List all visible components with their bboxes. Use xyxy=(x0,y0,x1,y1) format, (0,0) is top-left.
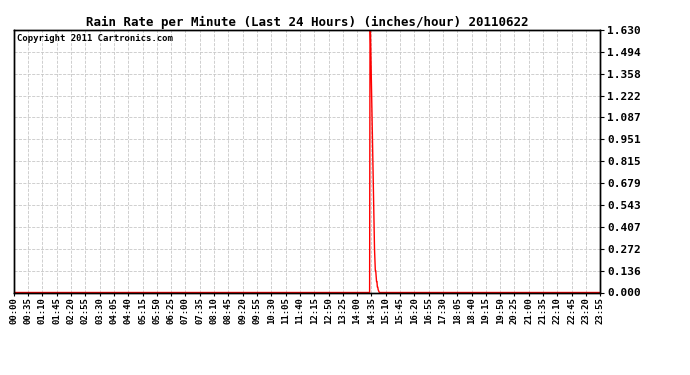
Text: Copyright 2011 Cartronics.com: Copyright 2011 Cartronics.com xyxy=(17,34,172,43)
Title: Rain Rate per Minute (Last 24 Hours) (inches/hour) 20110622: Rain Rate per Minute (Last 24 Hours) (in… xyxy=(86,16,529,29)
